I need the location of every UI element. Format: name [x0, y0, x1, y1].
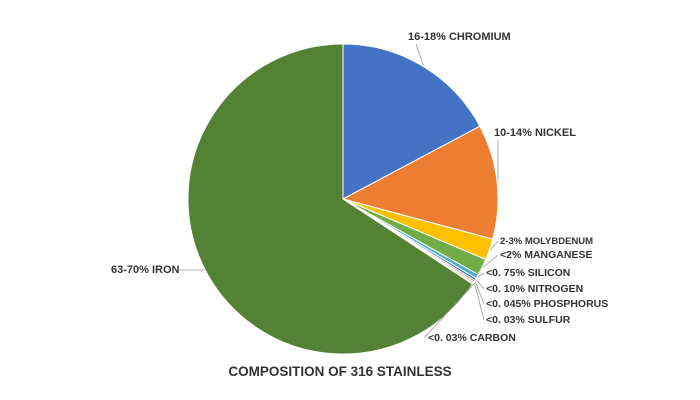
slice-labels: 16-18% CHROMIUM 10-14% NICKEL 2-3% MOLYBDE… — [111, 31, 608, 344]
pie-slices — [187, 43, 499, 355]
slice-label: 10-14% NICKEL — [494, 127, 576, 139]
leader-lines — [178, 43, 499, 339]
chart-title: COMPOSITION OF 316 STAINLESS — [228, 364, 451, 379]
slice-label: 63-70% IRON — [111, 264, 180, 276]
pie-slice-iron — [187, 43, 474, 355]
slice-label: <0. 045% PHOSPHORUS — [486, 298, 608, 310]
leader-line — [423, 283, 475, 339]
leader-line — [474, 281, 485, 305]
leader-line — [415, 43, 424, 66]
leader-line — [477, 272, 485, 278]
leader-line — [490, 240, 499, 251]
pie-slice-nickel — [341, 125, 499, 240]
slice-label: <0. 03% CARBON — [428, 332, 516, 344]
slice-label: <2% MANGANESE — [500, 249, 592, 261]
leader-line — [474, 282, 485, 321]
slice-label: <0. 03% SULFUR — [486, 314, 571, 326]
slice-label: <0. 10% NITROGEN — [486, 283, 583, 295]
pie-slice-chromium — [342, 43, 481, 200]
slice-label: 2-3% MOLYBDENUM — [500, 236, 593, 247]
leader-line — [482, 254, 499, 268]
slice-label: <0. 75% SILICON — [486, 267, 570, 279]
leader-line — [476, 279, 485, 290]
slice-label: 16-18% CHROMIUM — [408, 31, 511, 43]
